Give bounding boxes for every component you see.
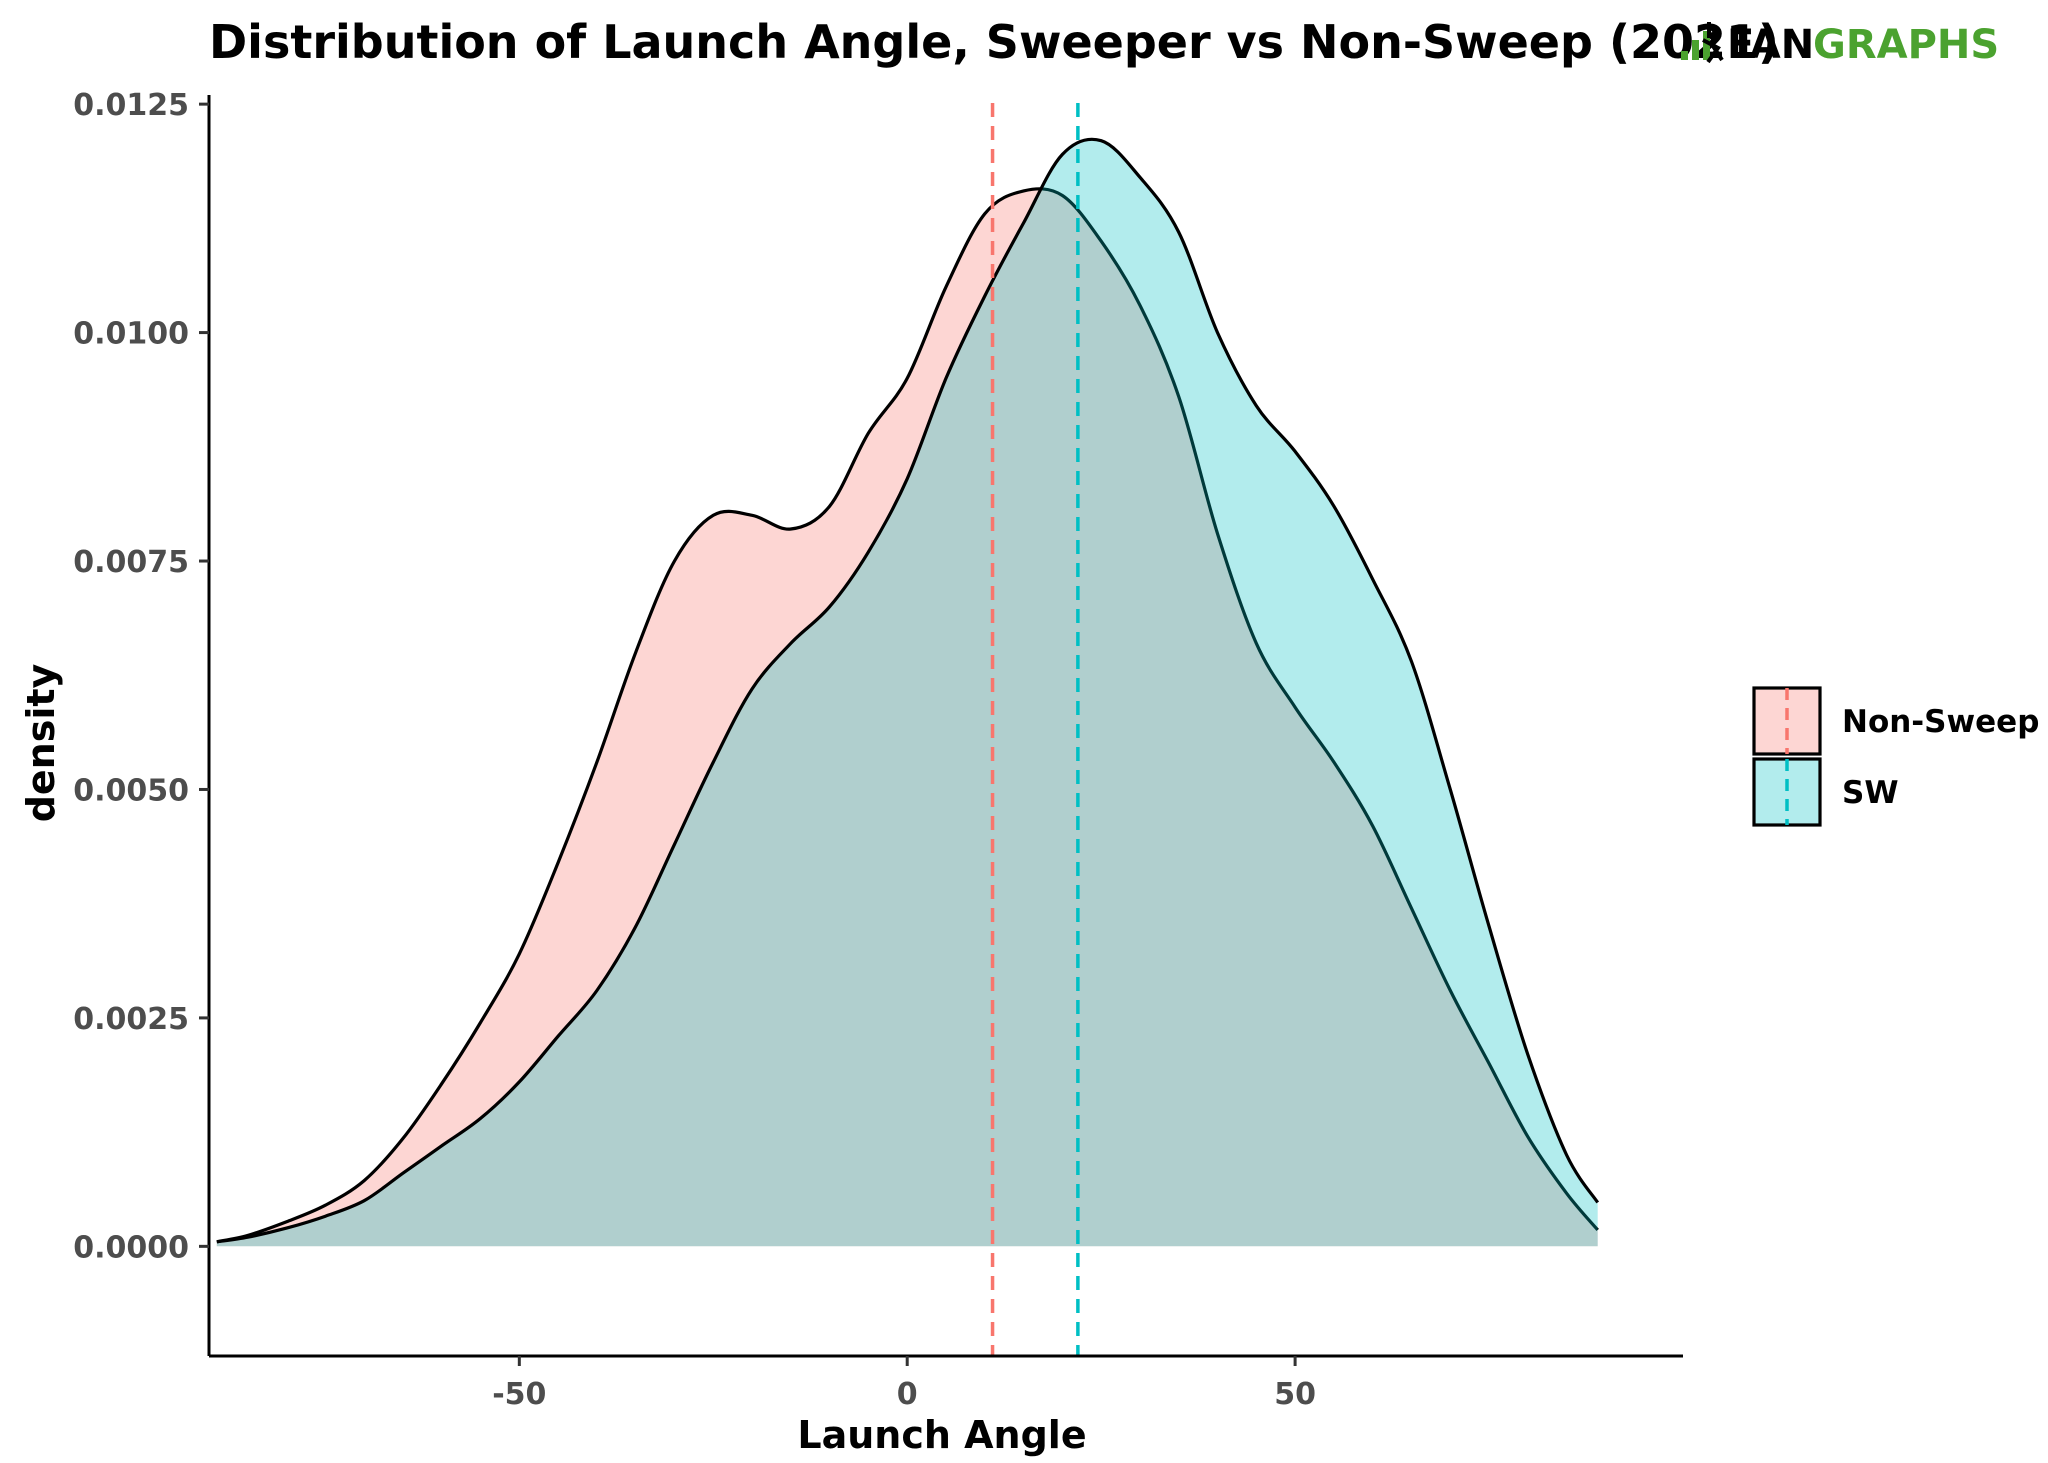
legend-item-sw: SW xyxy=(1752,757,1899,827)
density-area-non-sweep xyxy=(216,188,1598,1247)
density-area-sw xyxy=(216,139,1598,1247)
logo-text-fan: FAN xyxy=(1727,22,1814,68)
y-tick-label: 0.0075 xyxy=(73,545,189,580)
legend-label-non-sweep: Non-Sweep xyxy=(1842,704,2039,740)
density-curve-sw xyxy=(216,137,1600,1244)
y-tick-label: 0.0125 xyxy=(73,88,189,123)
axes: 0.0000 0.0025 0.0050 0.0075 0.0100 0.0125 -50 0… xyxy=(73,88,1683,1412)
chart-title: Distribution of Launch Angle, Sweeper vs… xyxy=(209,15,1779,69)
fangraphs-logo: FAN GRAPHS xyxy=(1681,22,1999,68)
y-tick-label: 0.0100 xyxy=(73,317,189,352)
x-tick-label: 0 xyxy=(897,1377,918,1412)
x-tick-label: -50 xyxy=(492,1377,546,1412)
y-tick-label: 0.0050 xyxy=(73,773,189,808)
y-tick-label: 0.0025 xyxy=(73,1002,189,1037)
plot-area xyxy=(216,103,1600,1356)
density-curve-non-sweep xyxy=(216,187,1599,1244)
batter-icon xyxy=(1681,22,1724,64)
y-tick-label: 0.0000 xyxy=(73,1230,189,1265)
x-tick-label: 50 xyxy=(1274,1377,1316,1412)
legend-item-non-sweep: Non-Sweep xyxy=(1752,686,2039,756)
x-axis-title: Launch Angle xyxy=(797,1413,1086,1457)
y-axis-title: density xyxy=(19,663,63,822)
logo-text-graphs: GRAPHS xyxy=(1813,22,1999,68)
legend: Non-Sweep SW xyxy=(1752,686,2039,827)
legend-label-sw: SW xyxy=(1842,775,1899,811)
